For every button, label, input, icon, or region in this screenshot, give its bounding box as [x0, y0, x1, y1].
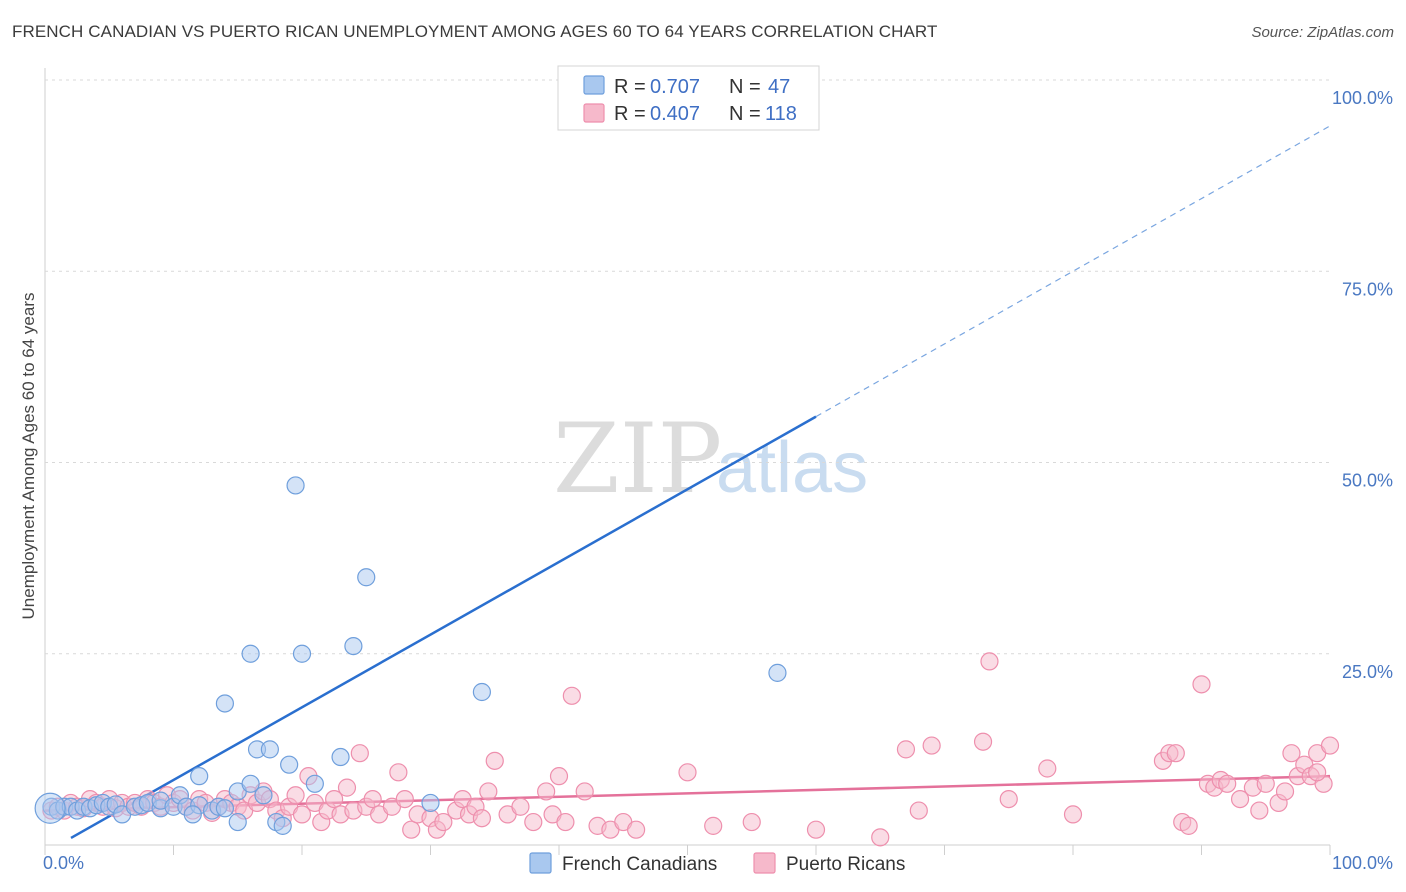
- chart-title: FRENCH CANADIAN VS PUERTO RICAN UNEMPLOY…: [12, 22, 938, 41]
- bottom-legend-label-french-canadians: French Canadians: [562, 854, 717, 875]
- puerto-rican-point-98: [1192, 675, 1211, 694]
- puerto-rican-point-85: [896, 740, 916, 759]
- puerto-rican-point-82: [742, 812, 761, 832]
- puerto-rican-point-44: [325, 789, 344, 809]
- french-canadian-point-40: [344, 636, 363, 656]
- bottom-legend-label-puerto-ricans: Puerto Ricans: [786, 854, 905, 875]
- puerto-rican-point-105: [1250, 801, 1269, 820]
- watermark-zip: ZIP: [553, 403, 722, 515]
- french-canadian-point-41: [357, 568, 376, 587]
- puerto-rican-point-95: [1166, 744, 1185, 763]
- puerto-rican-point-97: [1179, 816, 1198, 835]
- legend-r-label-0: R =: [614, 76, 646, 98]
- x-tick-label-min: 0.0%: [43, 853, 84, 873]
- legend-r-label-1: R =: [614, 103, 646, 125]
- french-canadian-point-37: [292, 644, 312, 663]
- puerto-rican-point-72: [549, 767, 569, 786]
- y-axis-label: Unemployment Among Ages 60 to 64 years: [19, 293, 38, 620]
- puerto-rican-point-87: [922, 736, 941, 755]
- puerto-rican-point-65: [479, 782, 498, 801]
- french-canadian-point-27: [228, 812, 247, 832]
- legend-swatch-french-canadians: [583, 75, 605, 95]
- puerto-rican-point-116: [1308, 763, 1327, 782]
- puerto-rican-point-79: [626, 820, 646, 839]
- legend-r-value-0: 0.707: [650, 76, 700, 98]
- puerto-rican-point-75: [575, 782, 594, 801]
- puerto-rican-point-53: [389, 763, 408, 782]
- y-tick-label-3: 100.0%: [1332, 88, 1393, 108]
- puerto-rican-point-50: [363, 789, 382, 809]
- puerto-rican-point-48: [350, 744, 369, 763]
- puerto-rican-point-103: [1230, 789, 1250, 809]
- legend-n-value-1: 118: [765, 103, 797, 125]
- y-tick-label-2: 75.0%: [1342, 279, 1393, 299]
- legend-n-label-1: N =: [729, 103, 761, 125]
- french-canadian-point-36: [286, 476, 305, 495]
- puerto-rican-point-86: [909, 801, 928, 820]
- puerto-rican-point-91: [1038, 759, 1057, 778]
- french-canadian-point-28: [241, 774, 260, 793]
- puerto-rican-point-66: [485, 751, 504, 770]
- french-canadian-point-29: [241, 644, 260, 663]
- x-tick-label-max: 100.0%: [1332, 853, 1393, 873]
- puerto-rican-point-108: [1275, 782, 1295, 801]
- puerto-rican-point-102: [1218, 774, 1237, 793]
- puerto-rican-point-70: [537, 782, 556, 801]
- legend-n-value-0: 47: [768, 76, 790, 98]
- french-canadian-point-31: [254, 786, 273, 805]
- bottom-legend-swatch-french-canadians: [529, 852, 552, 874]
- french-canadian-point-42: [421, 793, 440, 813]
- french-canadian-cluster-point: [34, 792, 66, 824]
- french-canadian-point-46: [183, 805, 202, 824]
- puerto-rican-point-38: [286, 786, 305, 805]
- french-canadian-point-24: [215, 799, 234, 818]
- french-canadian-trend-line: [70, 415, 817, 840]
- puerto-rican-point-59: [434, 812, 453, 832]
- puerto-rican-point-64: [472, 809, 491, 828]
- puerto-rican-point-109: [1282, 744, 1301, 763]
- french-canadian-point-32: [260, 740, 279, 759]
- puerto-rican-point-90: [999, 789, 1018, 809]
- french-canadian-point-25: [215, 694, 234, 713]
- puerto-rican-point-92: [1063, 805, 1083, 824]
- puerto-rican-point-69: [524, 812, 543, 832]
- french-canadian-point-45: [768, 663, 787, 682]
- puerto-rican-point-68: [511, 797, 530, 816]
- y-tick-label-1: 50.0%: [1342, 471, 1393, 491]
- puerto-rican-point-81: [704, 816, 723, 835]
- french-canadian-point-39: [331, 747, 350, 767]
- grid: [44, 68, 1331, 855]
- legend-n-label-0: N =: [729, 76, 761, 98]
- puerto-rican-point-74: [562, 686, 581, 705]
- puerto-rican-point-83: [806, 820, 826, 839]
- puerto-rican-point-55: [402, 820, 421, 839]
- bottom-legend-swatch-puerto-ricans: [753, 852, 776, 874]
- data-points: [34, 70, 1340, 847]
- puerto-rican-point-89: [980, 652, 999, 671]
- y-tick-labels: 25.0% 50.0% 75.0% 100.0%: [1332, 88, 1393, 682]
- french-canadian-point-35: [280, 755, 299, 774]
- puerto-rican-point-88: [973, 732, 993, 751]
- puerto-rican-point-80: [678, 763, 697, 782]
- french-canadian-point-34: [273, 816, 292, 835]
- y-tick-label-0: 25.0%: [1342, 662, 1393, 682]
- puerto-rican-point-39: [292, 805, 312, 824]
- puerto-rican-point-46: [337, 778, 357, 797]
- puerto-rican-point-115: [1320, 736, 1340, 755]
- french-canadian-point-38: [305, 774, 324, 793]
- bottom-legend: French Canadians Puerto Ricans: [529, 852, 905, 875]
- puerto-rican-point-106: [1256, 774, 1275, 793]
- french-canadian-point-43: [472, 682, 491, 702]
- puerto-rican-point-54: [395, 789, 414, 809]
- watermark-atlas: atlas: [716, 428, 868, 508]
- legend-swatch-puerto-ricans: [583, 103, 605, 123]
- puerto-rican-point-73: [556, 812, 575, 832]
- french-canadian-point-21: [190, 767, 209, 786]
- source-credit: Source: ZipAtlas.com: [1251, 24, 1394, 41]
- legend-r-value-1: 0.407: [650, 103, 700, 125]
- legend: R = 0.707 N = 47 R = 0.407 N = 118: [557, 65, 820, 131]
- puerto-rican-point-84: [871, 828, 890, 847]
